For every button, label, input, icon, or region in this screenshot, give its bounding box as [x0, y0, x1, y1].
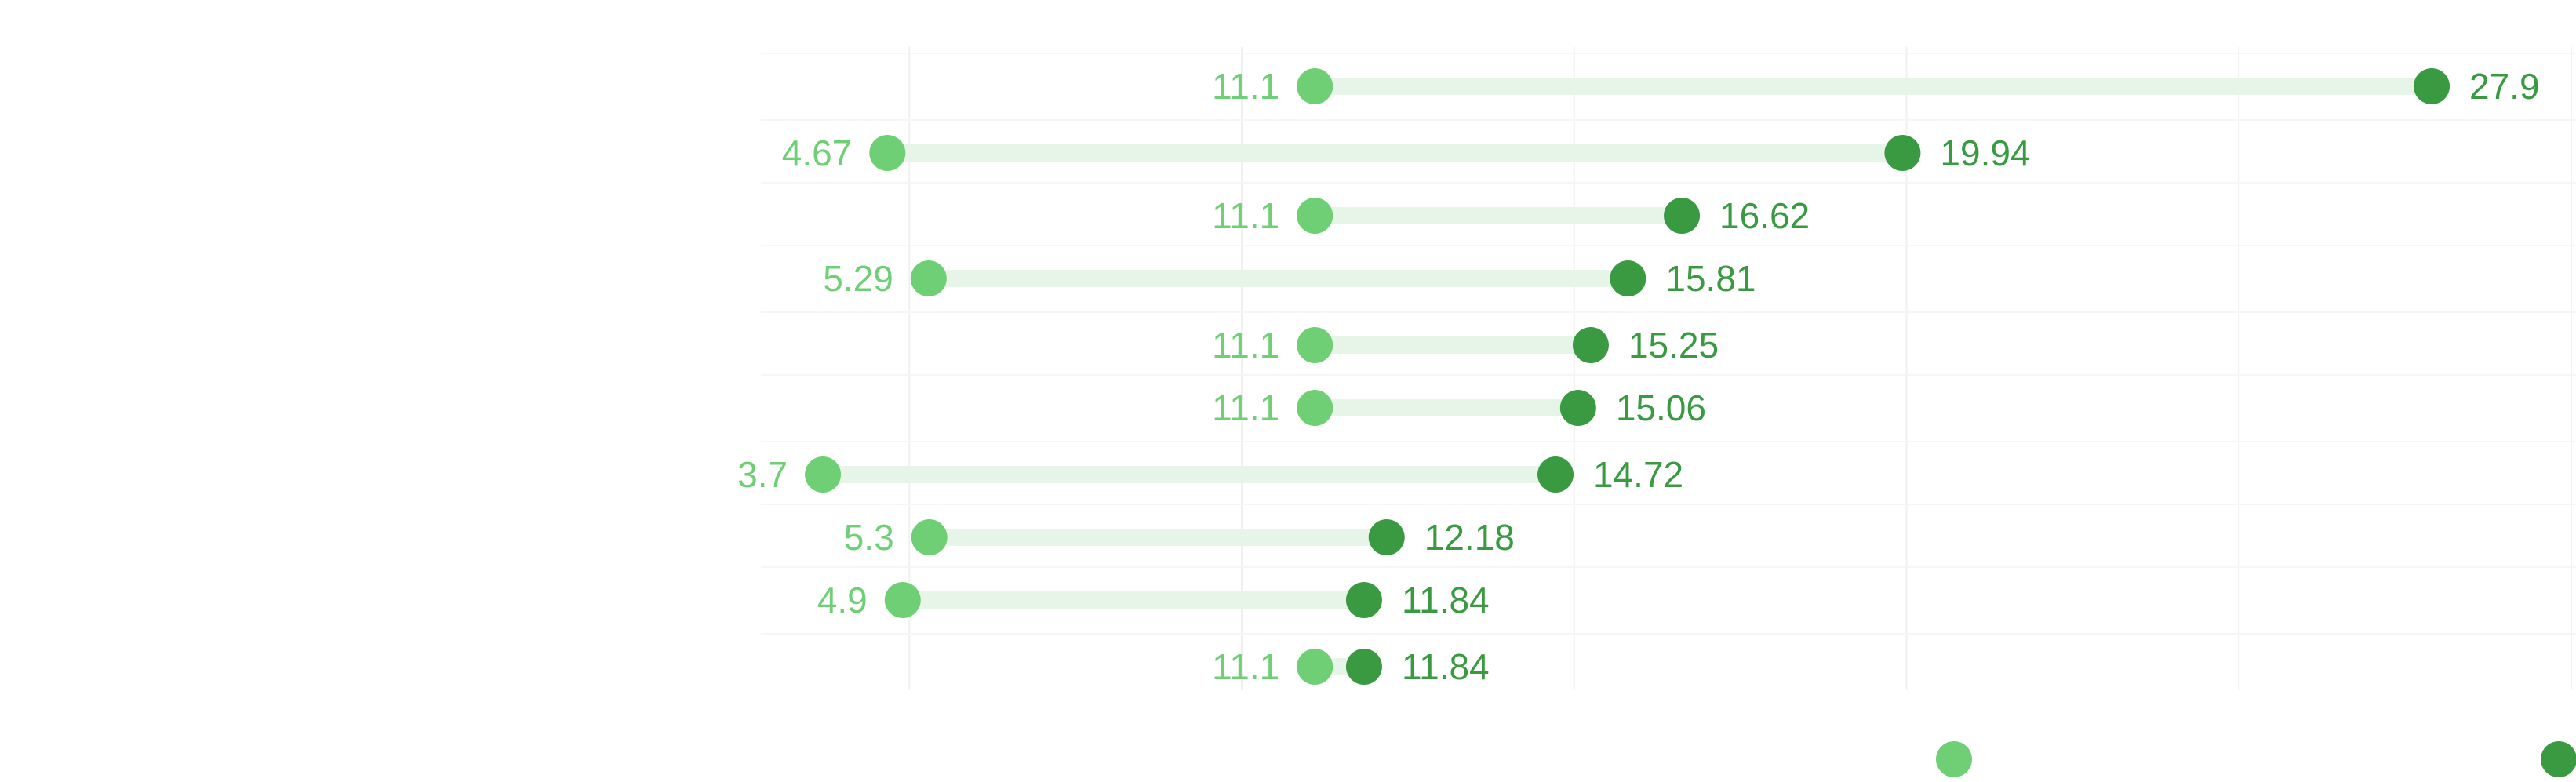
end-dot [1664, 198, 1701, 234]
start-value-label: 4.67 [782, 133, 853, 173]
start-dot [910, 260, 947, 296]
start-dot [1297, 390, 1333, 426]
end-value-label: 12.18 [1424, 517, 1515, 558]
connector-bar [1315, 336, 1591, 354]
start-value-label: 4.9 [817, 580, 868, 620]
end-dot [1559, 390, 1596, 426]
connector-bar [887, 144, 1903, 162]
connector-bars [823, 78, 2432, 675]
start-value-label: 11.1 [1212, 325, 1279, 366]
connector-bar [1315, 78, 2432, 95]
start-dot [805, 456, 842, 493]
end-value-label: 15.25 [1628, 325, 1719, 366]
end-dot [1345, 582, 1382, 618]
start-dot [1297, 327, 1333, 363]
start-value-label: 3.7 [737, 454, 788, 495]
end-value-label: 11.84 [1402, 580, 1490, 620]
end-dot [1345, 649, 1382, 685]
start-dot [1297, 198, 1333, 234]
value-labels: 11.1 27.9 4.67 19.94 11.1 16.62 5.29 15.81 11.1 1… [737, 66, 2539, 687]
connector-bar [1315, 399, 1578, 416]
connector-bar [823, 466, 1556, 483]
start-value-label: 11.1 [1212, 387, 1279, 428]
start-value-label: 11.1 [1212, 66, 1279, 107]
legend [1936, 741, 2576, 777]
end-dot [1368, 519, 1405, 555]
legend-start-marker [1936, 741, 1972, 777]
start-dot [1297, 68, 1333, 104]
end-value-label: 19.94 [1940, 133, 2030, 173]
connector-bar [902, 591, 1364, 609]
dots [805, 68, 2450, 685]
start-dot [1297, 649, 1333, 685]
end-value-label: 14.72 [1593, 454, 1683, 495]
connector-bar [929, 529, 1387, 546]
start-dot [884, 582, 921, 618]
legend-end-marker [2541, 741, 2576, 777]
start-value-label: 11.1 [1212, 195, 1279, 236]
end-dot [1572, 327, 1609, 363]
start-value-label: 5.29 [823, 258, 893, 299]
end-value-label: 16.62 [1719, 195, 1810, 236]
start-value-label: 11.1 [1212, 646, 1279, 687]
end-dot [2414, 68, 2450, 104]
end-value-label: 27.9 [2469, 66, 2540, 107]
connector-bar [1315, 207, 1683, 224]
end-value-label: 15.06 [1616, 387, 1706, 428]
connector-bar [928, 270, 1628, 287]
end-dot [1537, 456, 1574, 493]
end-dot [1610, 260, 1646, 296]
grid-lines [761, 47, 2576, 690]
start-dot [869, 135, 906, 171]
start-value-label: 5.3 [844, 517, 894, 558]
end-value-label: 11.84 [1402, 646, 1490, 687]
end-dot [1884, 135, 1921, 171]
start-dot [911, 519, 948, 555]
end-value-label: 15.81 [1665, 258, 1756, 299]
